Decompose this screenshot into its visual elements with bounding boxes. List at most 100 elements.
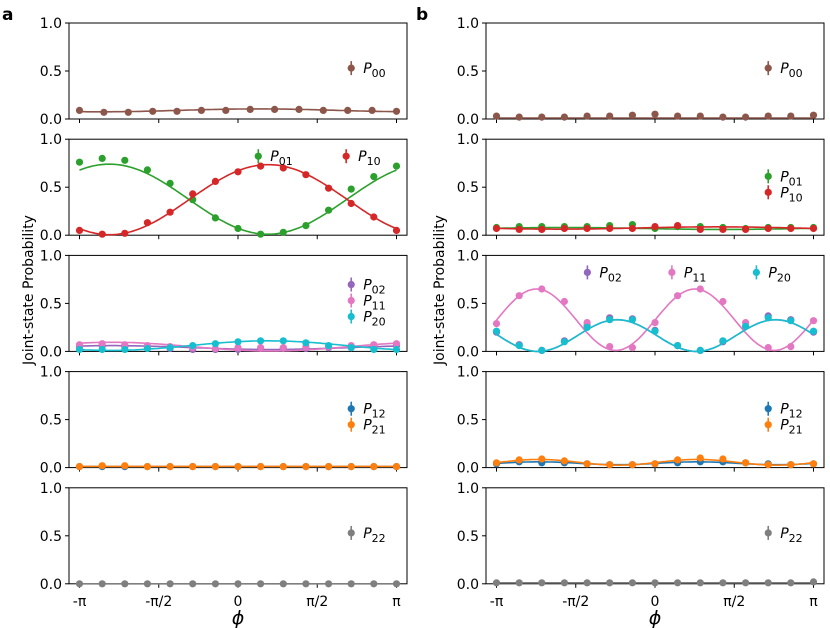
data-point-P01	[392, 162, 401, 170]
data-point-P20	[279, 337, 287, 345]
data-point-P10	[719, 225, 727, 233]
legend-entry-P11: P11	[668, 265, 706, 284]
data-point-P01	[325, 206, 333, 214]
data-point-P21	[211, 463, 219, 471]
legend-label: P20	[363, 310, 385, 329]
data-point-P22	[302, 580, 310, 588]
legend-label: P00	[780, 61, 802, 80]
legend-label: P01	[270, 149, 292, 168]
data-point-P10	[234, 168, 242, 176]
data-point-P10	[809, 224, 818, 233]
data-point-P20	[392, 345, 401, 354]
data-point-P20	[560, 338, 569, 346]
subplot-b-2: 0.0 0.5 1.0 P02 P11 P20	[457, 248, 825, 360]
data-point-P22	[764, 579, 772, 587]
data-point-P22	[98, 580, 106, 588]
axes-frame	[68, 487, 408, 585]
legend-label: P21	[780, 418, 802, 437]
legend-marker	[347, 405, 355, 413]
data-point-P01	[211, 214, 219, 222]
axes-frame	[485, 22, 825, 120]
data-point-P21	[98, 462, 106, 470]
data-point-P01	[234, 224, 242, 233]
x-tick-label: -π/2	[562, 594, 589, 610]
x-tick-label: -π	[490, 594, 504, 610]
data-point-P10	[560, 224, 569, 233]
data-point-P20	[628, 316, 637, 324]
data-point-P20	[75, 345, 84, 354]
data-point-P00	[392, 107, 401, 115]
data-point-P20	[538, 346, 546, 354]
legend-marker	[764, 64, 772, 72]
y-tick-label: 1.0	[457, 365, 479, 381]
legend-label: P10	[780, 185, 802, 204]
legend-label: P11	[363, 294, 385, 313]
y-tick-label: 0.5	[40, 296, 62, 312]
data-point-P10	[121, 229, 129, 237]
data-point-P10	[538, 225, 546, 233]
y-tick-label: 0.5	[457, 529, 479, 545]
data-point-P00	[538, 113, 546, 121]
data-point-P00	[75, 106, 84, 114]
data-point-P10	[75, 226, 84, 234]
data-point-P22	[787, 579, 795, 587]
subplot-b-0: 0.0 0.5 1.0 P00	[457, 16, 825, 128]
data-point-P21	[583, 460, 591, 468]
data-point-P21	[719, 455, 727, 463]
data-point-P22	[583, 579, 591, 587]
data-point-P01	[279, 228, 287, 236]
data-point-P11	[628, 344, 637, 352]
y-tick-label: 0.0	[457, 228, 479, 244]
x-tick-label: 0	[651, 594, 660, 610]
y-tick-label: 1.0	[40, 365, 62, 381]
data-point-P10	[98, 230, 106, 238]
data-point-P11	[764, 344, 772, 352]
data-point-P20	[787, 317, 795, 325]
data-point-P11	[234, 344, 242, 352]
y-tick-label: 1.0	[40, 16, 62, 32]
data-point-P22	[211, 580, 219, 588]
legend-marker	[752, 268, 761, 276]
data-point-P22	[492, 579, 501, 587]
data-point-P22	[325, 580, 333, 588]
legend-marker	[668, 268, 676, 276]
data-point-P00	[173, 107, 181, 115]
data-point-P20	[257, 337, 265, 345]
data-point-P21	[189, 463, 197, 471]
subplot-a-1: 0.0 0.5 1.0 P01 P10	[40, 132, 408, 244]
panel-label-a: a	[2, 5, 13, 25]
data-point-P20	[166, 344, 174, 352]
data-point-P21	[742, 459, 750, 467]
y-tick-label: 0.0	[40, 344, 62, 360]
x-tick-label: π/2	[306, 594, 328, 610]
legend-label: P01	[780, 169, 802, 188]
data-point-P11	[787, 343, 795, 351]
y-tick-label: 0.5	[457, 296, 479, 312]
data-point-P21	[121, 462, 129, 470]
data-point-P20	[121, 345, 129, 354]
data-point-P20	[674, 342, 682, 350]
data-point-P10	[189, 190, 197, 198]
data-point-P10	[279, 164, 287, 172]
data-point-P21	[651, 460, 659, 468]
data-point-P01	[257, 230, 265, 238]
data-point-P20	[234, 338, 242, 346]
data-point-P11	[674, 292, 682, 300]
data-point-P10	[302, 171, 310, 179]
data-point-P21	[392, 463, 401, 471]
data-point-P20	[98, 345, 106, 354]
data-point-P21	[143, 463, 151, 471]
data-point-P21	[325, 463, 333, 471]
x-tick-label: π	[809, 594, 818, 610]
data-point-P20	[764, 314, 772, 322]
data-point-P20	[143, 344, 151, 353]
data-point-P11	[696, 285, 704, 293]
data-point-P21	[75, 463, 84, 471]
data-point-P00	[651, 110, 659, 118]
data-point-P01	[121, 156, 129, 164]
data-point-P22	[370, 580, 378, 588]
data-point-P11	[719, 297, 727, 306]
data-point-P00	[149, 107, 157, 115]
data-point-P00	[344, 106, 352, 114]
